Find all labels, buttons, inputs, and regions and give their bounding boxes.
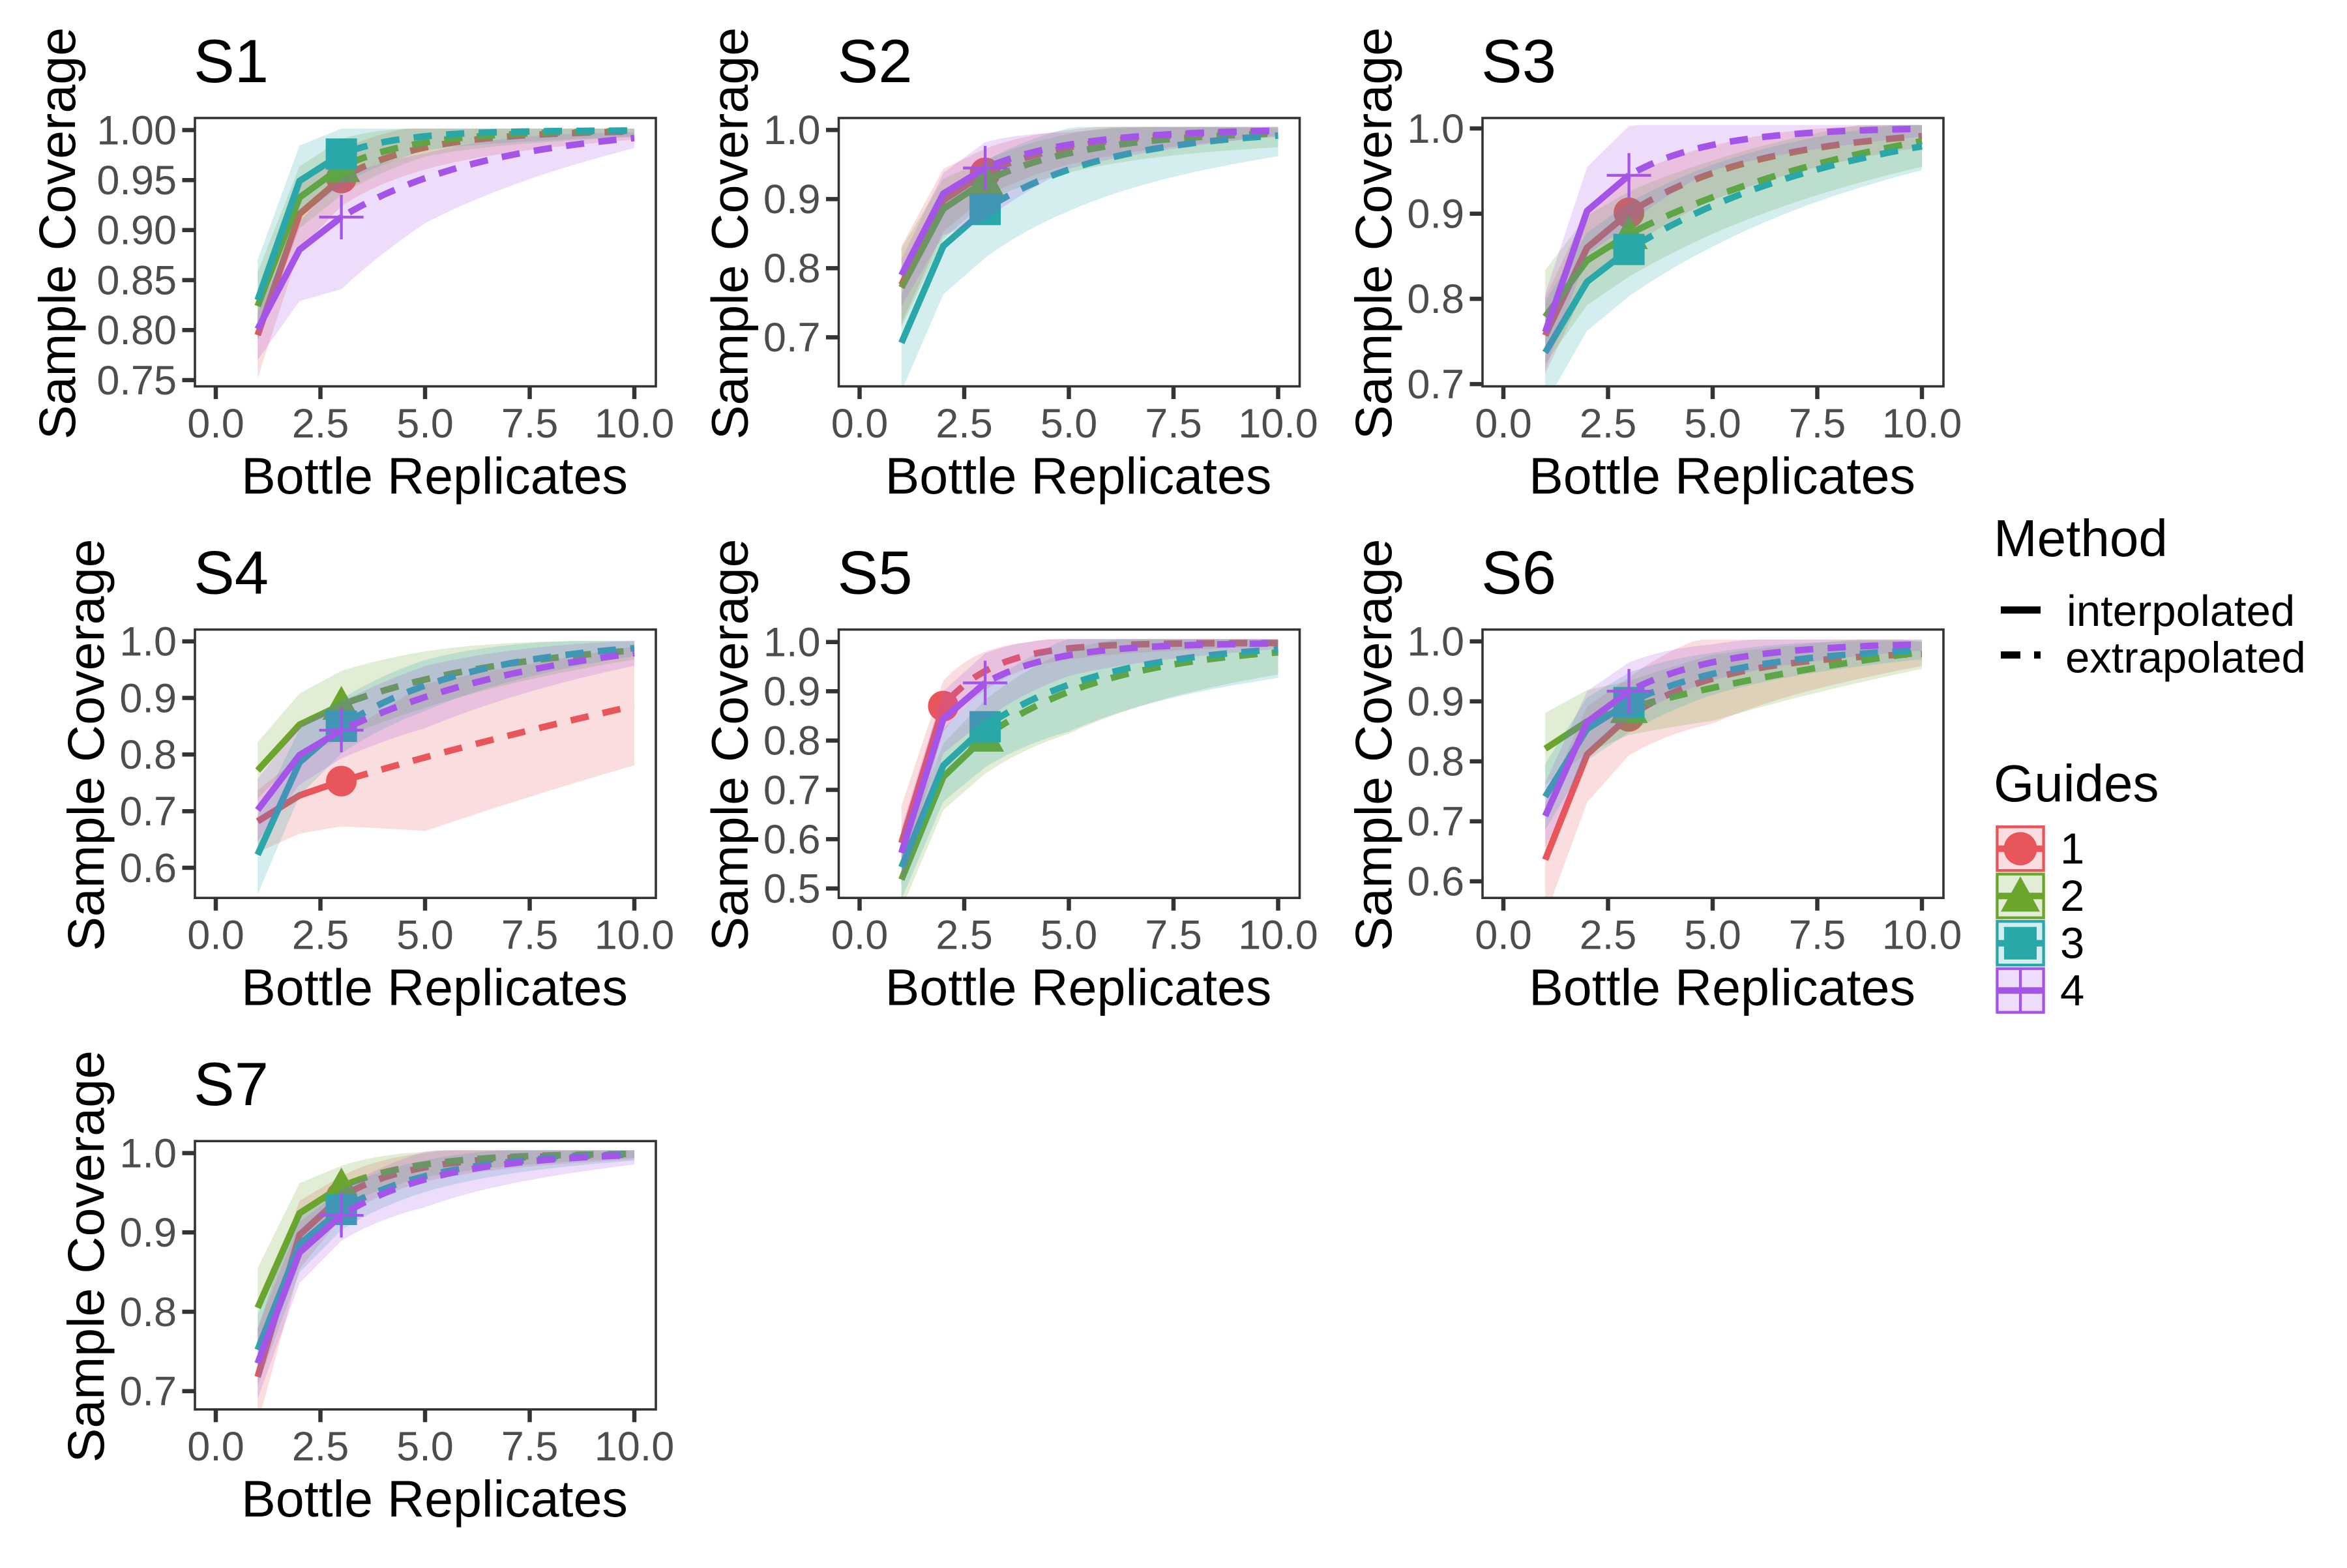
svg-text:0.8: 0.8	[763, 246, 821, 291]
svg-text:0.0: 0.0	[187, 1424, 244, 1470]
svg-text:1: 1	[2060, 825, 2084, 874]
svg-text:S1: S1	[194, 27, 269, 95]
svg-text:7.5: 7.5	[1145, 401, 1202, 447]
svg-text:Sample Coverage: Sample Coverage	[57, 1050, 115, 1462]
svg-text:0.9: 0.9	[1407, 192, 1464, 237]
svg-text:5.0: 5.0	[396, 913, 454, 958]
svg-text:5.0: 5.0	[1041, 913, 1098, 958]
svg-text:0.90: 0.90	[96, 208, 177, 254]
svg-text:0.9: 0.9	[119, 675, 177, 721]
svg-text:0.0: 0.0	[187, 401, 244, 447]
svg-text:0.6: 0.6	[119, 846, 177, 891]
svg-text:0.9: 0.9	[1407, 679, 1464, 725]
svg-text:Bottle Replicates: Bottle Replicates	[241, 958, 628, 1016]
svg-text:7.5: 7.5	[1789, 401, 1846, 447]
svg-text:Sample Coverage: Sample Coverage	[1344, 539, 1402, 951]
svg-text:2.5: 2.5	[1580, 401, 1637, 447]
svg-text:10.0: 10.0	[595, 1424, 675, 1470]
svg-text:0.7: 0.7	[119, 1369, 177, 1415]
svg-text:S4: S4	[194, 539, 269, 607]
svg-text:0.9: 0.9	[119, 1210, 177, 1256]
svg-text:5.0: 5.0	[1041, 401, 1098, 447]
svg-text:0.8: 0.8	[763, 718, 821, 764]
svg-text:1.0: 1.0	[119, 1131, 177, 1176]
svg-text:S5: S5	[838, 539, 913, 607]
svg-text:0.75: 0.75	[96, 358, 177, 404]
svg-text:Bottle Replicates: Bottle Replicates	[885, 447, 1272, 505]
svg-text:0.7: 0.7	[119, 789, 177, 835]
svg-text:5.0: 5.0	[1684, 401, 1741, 447]
svg-text:Sample Coverage: Sample Coverage	[57, 539, 115, 951]
svg-text:Bottle Replicates: Bottle Replicates	[241, 1470, 628, 1528]
svg-text:0.6: 0.6	[763, 817, 821, 863]
svg-text:0.8: 0.8	[119, 732, 177, 778]
svg-text:0.7: 0.7	[1407, 362, 1464, 407]
svg-text:0.0: 0.0	[1475, 401, 1532, 447]
svg-text:5.0: 5.0	[1684, 913, 1741, 958]
svg-text:0.7: 0.7	[763, 315, 821, 361]
svg-text:0.95: 0.95	[96, 158, 177, 203]
svg-text:1.0: 1.0	[1407, 619, 1464, 665]
svg-text:Sample Coverage: Sample Coverage	[701, 27, 759, 439]
svg-text:7.5: 7.5	[501, 1424, 559, 1470]
svg-text:Sample Coverage: Sample Coverage	[1344, 27, 1402, 439]
svg-text:3: 3	[2060, 919, 2084, 968]
svg-text:S7: S7	[194, 1050, 269, 1118]
svg-text:Bottle Replicates: Bottle Replicates	[241, 447, 628, 505]
svg-text:7.5: 7.5	[501, 401, 559, 447]
svg-text:0.5: 0.5	[763, 866, 821, 912]
svg-text:0.8: 0.8	[1407, 739, 1464, 785]
svg-text:1.0: 1.0	[1407, 106, 1464, 152]
svg-text:0.0: 0.0	[831, 913, 889, 958]
svg-text:7.5: 7.5	[1145, 913, 1202, 958]
svg-text:S3: S3	[1481, 27, 1556, 95]
svg-text:2: 2	[2060, 872, 2084, 921]
svg-text:10.0: 10.0	[1882, 401, 1962, 447]
svg-text:0.7: 0.7	[1407, 799, 1464, 845]
svg-text:10.0: 10.0	[1238, 913, 1318, 958]
svg-text:1.0: 1.0	[119, 619, 177, 665]
svg-text:0.9: 0.9	[763, 669, 821, 715]
svg-text:0.0: 0.0	[1475, 913, 1532, 958]
svg-text:10.0: 10.0	[1238, 401, 1318, 447]
svg-text:5.0: 5.0	[396, 1424, 454, 1470]
svg-text:0.7: 0.7	[763, 767, 821, 813]
svg-text:10.0: 10.0	[1882, 913, 1962, 958]
svg-text:0.8: 0.8	[119, 1290, 177, 1335]
svg-text:Method: Method	[1994, 509, 2168, 567]
svg-text:2.5: 2.5	[936, 913, 993, 958]
svg-text:Sample Coverage: Sample Coverage	[28, 27, 86, 439]
svg-text:2.5: 2.5	[292, 401, 349, 447]
svg-text:0.6: 0.6	[1407, 859, 1464, 905]
svg-text:1.0: 1.0	[763, 620, 821, 666]
svg-text:2.5: 2.5	[1580, 913, 1637, 958]
svg-text:1.0: 1.0	[763, 108, 821, 153]
svg-text:2.5: 2.5	[292, 913, 349, 958]
svg-text:0.0: 0.0	[187, 913, 244, 958]
svg-text:7.5: 7.5	[1789, 913, 1846, 958]
svg-text:interpolated: interpolated	[2067, 587, 2295, 636]
svg-text:Bottle Replicates: Bottle Replicates	[1529, 958, 1915, 1016]
svg-text:5.0: 5.0	[396, 401, 454, 447]
svg-text:4: 4	[2060, 966, 2084, 1015]
svg-text:Bottle Replicates: Bottle Replicates	[885, 958, 1272, 1016]
svg-text:7.5: 7.5	[501, 913, 559, 958]
svg-text:Bottle Replicates: Bottle Replicates	[1529, 447, 1915, 505]
svg-text:2.5: 2.5	[936, 401, 993, 447]
svg-text:S6: S6	[1481, 539, 1556, 607]
svg-text:10.0: 10.0	[595, 913, 675, 958]
svg-text:10.0: 10.0	[595, 401, 675, 447]
svg-text:2.5: 2.5	[292, 1424, 349, 1470]
svg-text:0.80: 0.80	[96, 308, 177, 353]
svg-text:Sample Coverage: Sample Coverage	[701, 539, 759, 951]
svg-text:Guides: Guides	[1994, 754, 2159, 812]
svg-text:S2: S2	[838, 27, 913, 95]
svg-text:1.00: 1.00	[96, 108, 177, 153]
svg-text:extrapolated: extrapolated	[2065, 633, 2306, 682]
svg-text:0.0: 0.0	[831, 401, 889, 447]
svg-text:0.9: 0.9	[763, 177, 821, 222]
svg-text:0.8: 0.8	[1407, 276, 1464, 322]
svg-text:0.85: 0.85	[96, 258, 177, 303]
